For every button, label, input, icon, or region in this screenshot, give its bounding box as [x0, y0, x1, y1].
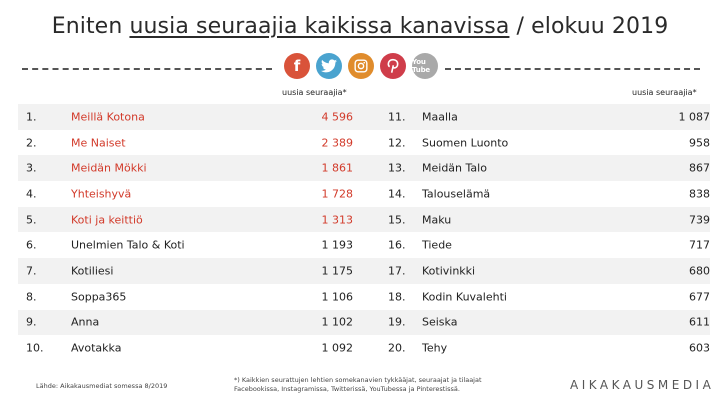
rank-left: 4.: [26, 187, 37, 201]
table-row: 4. Yhteishyvä 1 728 14. Talouselämä 838: [18, 181, 710, 207]
follower-count-right: 611: [689, 315, 710, 329]
follower-count-right: 677: [689, 290, 710, 304]
footnote: *) Kaikkien seurattujen lehtien somekana…: [234, 376, 482, 393]
follower-count-right: 867: [689, 161, 710, 175]
rank-right: 15.: [388, 213, 406, 227]
rank-left: 3.: [26, 161, 37, 175]
follower-count-right: 717: [689, 238, 710, 252]
magazine-name-right: Maku: [422, 213, 452, 227]
rank-left: 6.: [26, 238, 37, 252]
follower-count-left: 1 175: [321, 264, 354, 278]
magazine-name-left: Unelmien Talo & Koti: [71, 238, 185, 252]
magazine-name-right: Tehy: [422, 341, 448, 355]
source-note: Lähde: Aikakausmediat somessa 8/2019: [36, 382, 168, 390]
ranking-table: 1. Meillä Kotona 4 596 11. Maalla 1 087 …: [18, 104, 710, 361]
magazine-name-right: Suomen Luonto: [422, 136, 509, 150]
table-row: 6. Unelmien Talo & Koti 1 193 16. Tiede …: [18, 232, 710, 258]
rank-left: 5.: [26, 213, 37, 227]
aikakausmedia-logo: AIKAKAUSMEDIA: [570, 378, 715, 392]
rank-right: 14.: [388, 187, 406, 201]
magazine-name-right: Kodin Kuvalehti: [422, 290, 507, 304]
magazine-name-right: Meidän Talo: [422, 161, 487, 175]
table-row: 10. Avotakka 1 092 20. Tehy 603: [18, 335, 710, 361]
instagram-icon: [348, 53, 374, 79]
follower-count-left: 1 106: [321, 290, 354, 304]
follower-count-left: 1 313: [321, 213, 354, 227]
magazine-name-left: Meillä Kotona: [71, 110, 145, 124]
rank-left: 8.: [26, 290, 37, 304]
follower-count-right: 603: [689, 341, 710, 355]
follower-count-right: 1 087: [678, 110, 711, 124]
social-icons: f You Tube: [284, 53, 438, 79]
table-row: 3. Meidän Mökki 1 861 13. Meidän Talo 86…: [18, 155, 710, 181]
magazine-name-left: Soppa365: [71, 290, 127, 304]
rank-right: 16.: [388, 238, 406, 252]
magazine-name-right: Tiede: [422, 238, 452, 252]
magazine-name-right: Seiska: [422, 315, 458, 329]
follower-count-left: 2 389: [321, 136, 354, 150]
rank-right: 11.: [388, 110, 406, 124]
magazine-name-left: Avotakka: [71, 341, 122, 355]
follower-count-right: 680: [689, 264, 710, 278]
magazine-name-right: Talouselämä: [422, 187, 491, 201]
follower-count-right: 958: [689, 136, 710, 150]
pinterest-icon: [380, 53, 406, 79]
rank-left: 9.: [26, 315, 37, 329]
table-row: 7. Kotiliesi 1 175 17. Kotivinkki 680: [18, 258, 710, 284]
magazine-name-left: Yhteishyvä: [71, 187, 132, 201]
table-row: 5. Koti ja keittiö 1 313 15. Maku 739: [18, 206, 710, 233]
magazine-name-right: Kotivinkki: [422, 264, 476, 278]
rank-left: 10.: [26, 341, 44, 355]
facebook-icon: f: [284, 53, 310, 79]
follower-count-left: 1 728: [321, 187, 354, 201]
rank-right: 18.: [388, 290, 406, 304]
twitter-icon: [316, 53, 342, 79]
magazine-name-left: Anna: [71, 315, 100, 329]
rank-right: 19.: [388, 315, 406, 329]
follower-count-left: 1 193: [321, 238, 354, 252]
column-header-left: uusia seuraajia*: [282, 88, 347, 97]
dashed-divider-right: [445, 68, 700, 70]
magazine-name-left: Koti ja keittiö: [71, 213, 143, 227]
table-row: 8. Soppa365 1 106 18. Kodin Kuvalehti 67…: [18, 284, 710, 310]
follower-count-left: 4 596: [321, 110, 354, 124]
follower-count-right: 838: [689, 187, 710, 201]
follower-count-right: 739: [689, 213, 710, 227]
rank-right: 20.: [388, 341, 406, 355]
youtube-icon: You Tube: [412, 53, 438, 79]
rank-left: 7.: [26, 264, 37, 278]
table-row: 1. Meillä Kotona 4 596 11. Maalla 1 087: [18, 104, 710, 130]
rank-right: 13.: [388, 161, 406, 175]
column-header-right: uusia seuraajia*: [632, 88, 697, 97]
title-suffix: / elokuu 2019: [509, 14, 669, 39]
page-title: Eniten uusia seuraajia kaikissa kanaviss…: [0, 14, 720, 39]
title-prefix: Eniten: [51, 14, 130, 39]
rank-right: 17.: [388, 264, 406, 278]
magazine-name-left: Me Naiset: [71, 136, 126, 150]
magazine-name-left: Meidän Mökki: [71, 161, 147, 175]
rank-left: 1.: [26, 110, 37, 124]
follower-count-left: 1 102: [321, 315, 354, 329]
table-row: 9. Anna 1 102 19. Seiska 611: [18, 309, 710, 336]
table-row: 2. Me Naiset 2 389 12. Suomen Luonto 958: [18, 130, 710, 156]
rank-left: 2.: [26, 136, 37, 150]
magazine-name-left: Kotiliesi: [71, 264, 114, 278]
follower-count-left: 1 092: [321, 341, 354, 355]
dashed-divider-left: [22, 68, 272, 70]
follower-count-left: 1 861: [321, 161, 354, 175]
magazine-name-right: Maalla: [422, 110, 458, 124]
title-underlined: uusia seuraajia kaikissa kanavissa: [129, 14, 510, 39]
rank-right: 12.: [388, 136, 406, 150]
